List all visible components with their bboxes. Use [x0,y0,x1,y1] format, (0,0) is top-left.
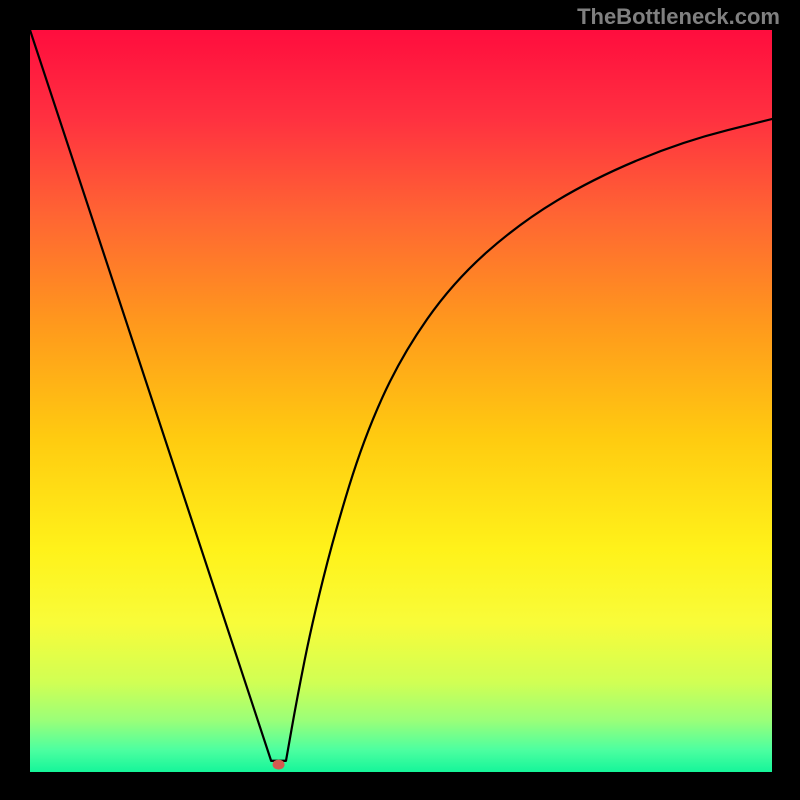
plot-background [30,30,772,772]
plot-area [30,30,772,772]
watermark-text: TheBottleneck.com [577,4,780,30]
valley-marker [273,760,285,770]
plot-svg [30,30,772,772]
